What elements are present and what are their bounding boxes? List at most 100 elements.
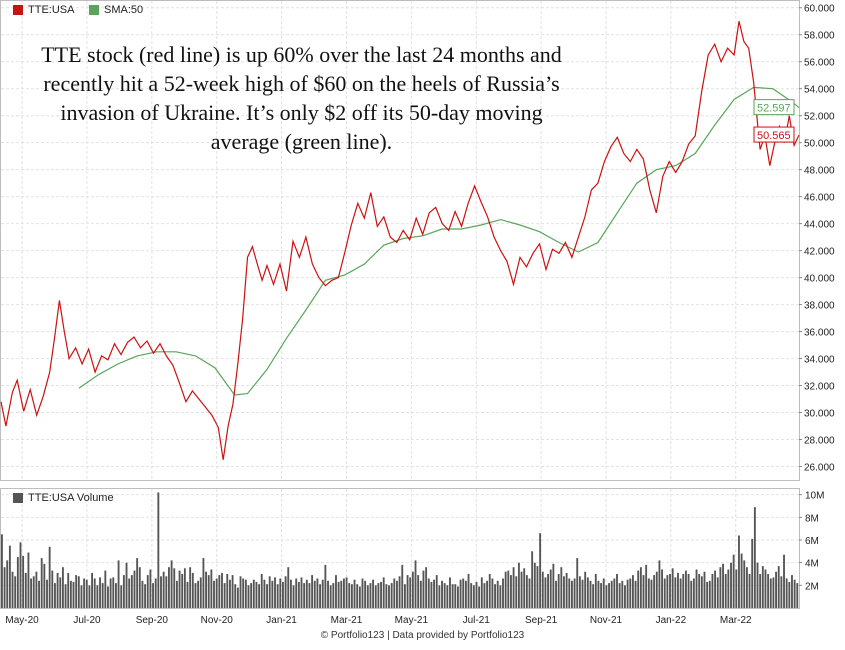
volume-bar	[374, 585, 377, 608]
volume-bar	[708, 580, 711, 608]
volume-bar	[528, 578, 531, 608]
volume-bar	[589, 580, 592, 608]
volume-bar	[563, 576, 565, 608]
volume-bar	[107, 586, 109, 608]
volume-bar	[552, 563, 555, 608]
volume-bar	[666, 575, 669, 608]
volume-bar	[186, 581, 189, 608]
price-gridlines	[1, 1, 799, 480]
volume-bar	[32, 576, 35, 608]
volume-bar	[297, 581, 300, 608]
legend-price-label: TTE:USA	[28, 4, 75, 16]
volume-bar	[101, 583, 104, 608]
volume-bar	[499, 585, 502, 608]
volume-bar	[645, 564, 648, 608]
volume-bar	[380, 581, 382, 608]
price-y-tick-label: 58.000	[804, 31, 835, 42]
volume-bar	[279, 578, 282, 608]
volume-bar	[19, 542, 22, 608]
volume-bar	[300, 577, 303, 608]
volume-bar	[141, 580, 144, 608]
volume-bar	[446, 585, 449, 608]
volume-bar	[305, 579, 308, 608]
volume-bar	[356, 584, 359, 608]
volume-bar	[64, 584, 67, 608]
legend-sma-swatch	[89, 5, 99, 15]
x-tick-label: Sep-21	[525, 615, 558, 626]
volume-bar	[430, 581, 433, 608]
volume-bar	[555, 580, 557, 608]
volume-bar	[144, 584, 147, 608]
volume-bar	[197, 580, 200, 608]
x-tick-label: May-20	[5, 615, 39, 626]
volume-bar	[157, 492, 160, 608]
volume-bar	[454, 584, 457, 608]
volume-bar	[59, 577, 62, 608]
volume-bar	[438, 585, 441, 608]
volume-bar	[785, 578, 788, 608]
volume-bar	[674, 577, 677, 608]
volume-bar	[411, 571, 414, 608]
volume-bar	[6, 560, 9, 608]
volume-bar	[629, 578, 632, 608]
volume-bar	[594, 574, 597, 608]
volume-bar	[175, 580, 178, 608]
volume-bar	[409, 577, 412, 608]
volume-bar	[449, 577, 451, 608]
volume-bar	[181, 574, 184, 608]
volume-bar	[706, 581, 709, 608]
volume-bar	[183, 568, 186, 608]
volume-bar	[470, 583, 473, 608]
volume-bar	[730, 562, 732, 608]
volume-bar	[173, 568, 176, 608]
volume-bar	[282, 581, 284, 608]
volume-bar	[189, 567, 192, 608]
volume-bar	[11, 571, 14, 608]
volume-bar	[72, 581, 75, 608]
volume-bar	[743, 560, 746, 608]
volume-bar	[451, 584, 454, 608]
volume-bar	[239, 576, 242, 608]
volume-bar	[22, 555, 25, 608]
volume-bar	[308, 583, 311, 608]
volume-bar	[502, 578, 504, 608]
volume-bar	[687, 574, 690, 608]
volume-bar	[764, 569, 767, 608]
volume-bar	[130, 575, 133, 608]
volume-bar	[655, 571, 658, 608]
volume-bar	[740, 553, 743, 608]
volume-bar	[610, 580, 613, 608]
volume-bar	[221, 572, 223, 608]
volume-bar	[584, 571, 587, 608]
volume-bar	[311, 575, 314, 608]
volume-bar	[96, 585, 99, 608]
x-tick-label: Nov-21	[590, 615, 623, 626]
legend-price: TTE:USA	[13, 4, 74, 16]
volume-bar	[759, 574, 762, 608]
volume-bar	[271, 580, 274, 608]
volume-bar	[350, 584, 353, 608]
volume-bar	[287, 567, 290, 608]
price-y-tick-label: 50.000	[804, 139, 835, 150]
volume-bar	[703, 571, 706, 608]
volume-bar	[353, 579, 356, 608]
volume-bar	[441, 580, 443, 608]
volume-bar	[581, 579, 584, 608]
volume-bar	[14, 576, 17, 608]
volume-bar	[396, 580, 398, 608]
volume-bar	[61, 567, 64, 608]
volume-bar	[91, 572, 93, 608]
volume-bar	[324, 564, 327, 608]
volume-bar	[335, 575, 337, 608]
volume-bar	[258, 584, 261, 608]
volume-bar	[669, 574, 671, 608]
volume-bar	[54, 583, 56, 608]
volume-bar	[504, 571, 507, 608]
volume-bar	[313, 580, 316, 608]
volume-bar	[642, 575, 645, 608]
x-tick-label: Mar-21	[331, 615, 363, 626]
chart-annotation: TTE stock (red line) is up 60% over the …	[41, 42, 562, 154]
volume-bar	[793, 579, 796, 608]
volume-bar	[637, 570, 640, 608]
volume-bar	[631, 575, 634, 608]
